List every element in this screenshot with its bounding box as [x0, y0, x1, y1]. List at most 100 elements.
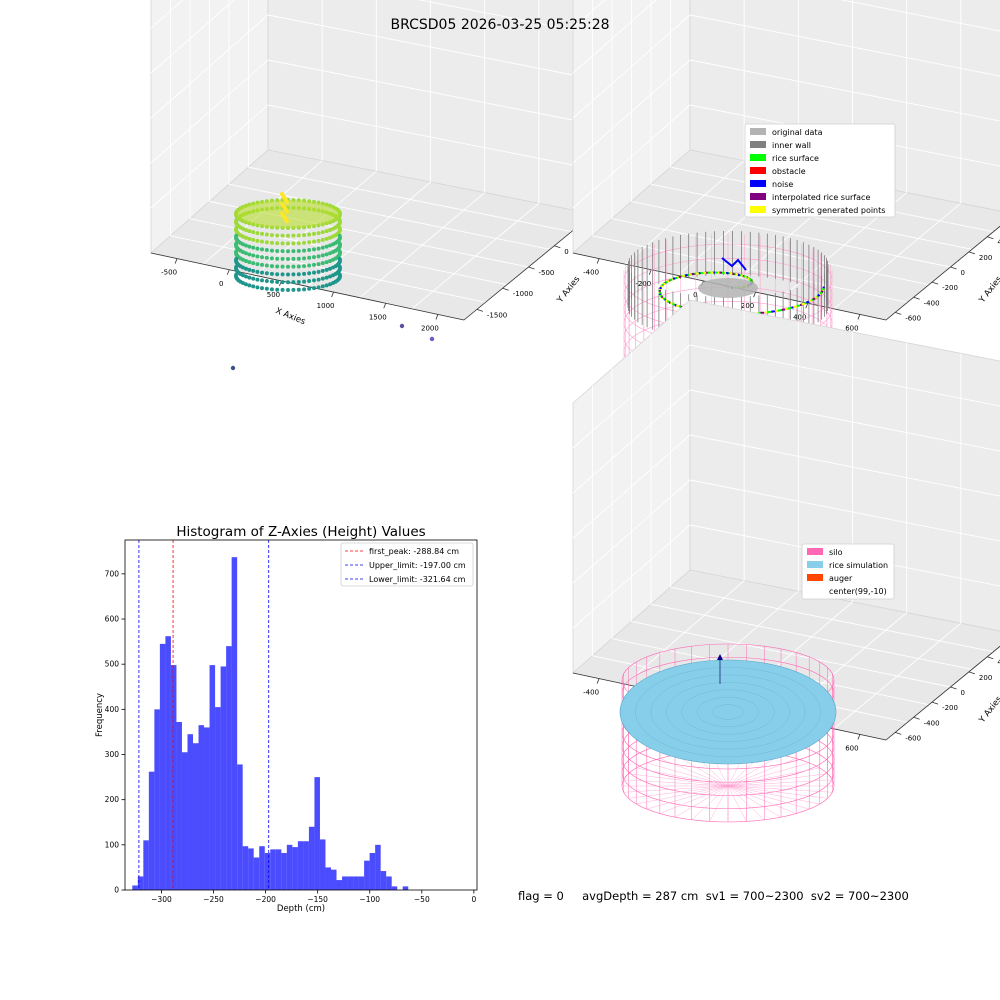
- x-tick-label: 1500: [369, 313, 387, 321]
- raw-point: [255, 277, 260, 282]
- raw-point: [280, 272, 285, 277]
- rice-surface-grid: [696, 696, 760, 728]
- classified-point: [665, 281, 668, 284]
- grid-line: [267, 104, 594, 170]
- silo-floor-spoke: [727, 762, 810, 787]
- raw-point: [296, 272, 301, 277]
- raw-point: [337, 257, 342, 262]
- grid-line: [150, 0, 235, 74]
- raw-point: [337, 226, 342, 231]
- raw-point: [264, 279, 269, 284]
- classified-point: [771, 310, 774, 313]
- silo-floor-spoke: [709, 785, 729, 822]
- grid-line: [631, 201, 951, 268]
- silo-floor-spoke: [659, 785, 729, 814]
- raw-point: [260, 231, 264, 236]
- raw-axes: -50005001000150020005000-500-1000-15000-…: [150, 0, 628, 371]
- histogram-bar: [154, 709, 160, 890]
- raw-point: [269, 233, 274, 238]
- y-tick-label: 200: [979, 674, 992, 682]
- rice-surface-grid: [635, 667, 821, 757]
- legend-label: noise: [772, 180, 793, 189]
- status-line: flag = 0 avgDepth = 287 cm sv1 = 700~230…: [518, 889, 909, 903]
- classified-point: [682, 274, 686, 277]
- raw-point: [260, 286, 264, 291]
- y-tick-label: -1500: [487, 311, 507, 319]
- histogram-bar: [209, 665, 216, 890]
- raw-point: [234, 257, 239, 262]
- raw-point: [255, 231, 260, 236]
- histogram-bar: [226, 646, 232, 890]
- classified-point: [822, 288, 825, 291]
- raw-point: [280, 264, 285, 269]
- raw-point: [316, 231, 321, 236]
- histogram-bar: [314, 777, 320, 890]
- x-tick-label: -200: [635, 280, 651, 288]
- y-tick: [950, 266, 957, 270]
- raw-point: [324, 244, 329, 249]
- histogram-bar: [248, 848, 254, 890]
- legend-frame: [744, 123, 896, 218]
- classified-point: [791, 306, 794, 309]
- y-tick: [987, 236, 994, 240]
- raw-point: [269, 287, 274, 292]
- plot-frame: [124, 539, 478, 891]
- raw-point: [260, 247, 264, 252]
- raw-point: [247, 260, 252, 265]
- raw-point: [275, 287, 280, 292]
- classified-point: [779, 309, 782, 312]
- classified-point: [705, 271, 708, 274]
- y-tick: [987, 656, 994, 660]
- raw-point: [320, 268, 325, 273]
- raw-point: [280, 280, 285, 285]
- y-tick: [554, 245, 561, 249]
- x-tick-label: 1000: [317, 302, 335, 310]
- classified-point: [667, 280, 670, 283]
- raw-point: [324, 267, 329, 272]
- raw-point: [247, 252, 252, 257]
- x-tick: [857, 734, 861, 740]
- raw-point: [251, 245, 256, 250]
- classified-point: [708, 271, 711, 274]
- x-tick-label: −200: [255, 895, 276, 904]
- raw-outlier-point: [429, 336, 435, 342]
- x-tick-label: 0: [471, 895, 476, 904]
- histogram-bar: [220, 666, 227, 890]
- classified-point: [696, 272, 700, 275]
- raw-point: [296, 264, 301, 269]
- raw-point: [251, 261, 256, 266]
- classified-point: [722, 271, 725, 275]
- raw-point: [302, 248, 307, 253]
- raw-point: [251, 268, 256, 273]
- raw-point: [307, 263, 312, 268]
- classified-point: [737, 273, 741, 277]
- grid-line: [572, 434, 691, 539]
- raw-point: [264, 240, 269, 245]
- histogram-bar: [264, 852, 271, 890]
- raw-point: [286, 264, 290, 269]
- histogram-bar: [292, 847, 298, 890]
- raw-point: [291, 241, 296, 246]
- raw-point: [260, 270, 264, 275]
- y-tick: [931, 701, 939, 705]
- y-tick-label: -200: [942, 284, 958, 292]
- legend-swatch: [807, 548, 823, 555]
- raw-point: [247, 267, 252, 272]
- x-tick: [435, 314, 439, 320]
- y-tick-label: -400: [924, 299, 940, 307]
- raw-point: [264, 286, 269, 291]
- raw-point: [247, 244, 252, 249]
- histogram-bar: [369, 852, 376, 890]
- histogram-bar: [215, 707, 221, 890]
- x-tick: [383, 303, 387, 309]
- grid-line: [840, 0, 1000, 32]
- silo-floor-spoke: [628, 785, 729, 799]
- classified-point: [659, 291, 662, 294]
- histogram-bar: [364, 860, 370, 890]
- x-tick-label: 600: [845, 324, 858, 332]
- raw-point: [275, 272, 280, 277]
- raw-point: [302, 271, 307, 276]
- raw-point: [328, 243, 333, 248]
- silo-floor-spoke: [636, 785, 729, 805]
- classified-point: [659, 286, 662, 290]
